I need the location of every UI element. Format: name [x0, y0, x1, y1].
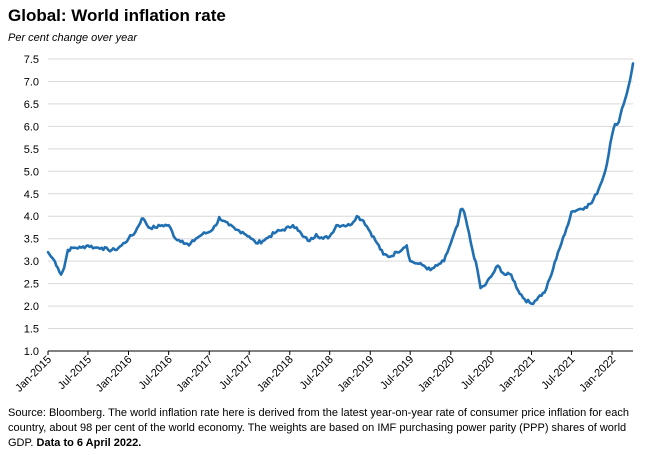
y-tick-label: 6.5 [24, 99, 39, 111]
y-tick-label: 2.0 [24, 301, 39, 313]
x-tick-label: Jul-2019 [378, 354, 416, 392]
y-tick-label: 4.0 [24, 211, 39, 223]
y-tick-label: 3.5 [24, 234, 39, 246]
x-tick-label: Jan-2019 [335, 354, 376, 395]
y-tick-label: 5.0 [24, 166, 39, 178]
x-tick-label: Jul-2021 [539, 354, 577, 392]
source-date: Data to 6 April 2022. [36, 437, 142, 449]
series-line [46, 62, 635, 306]
x-tick-label: Jul-2017 [217, 354, 255, 392]
source-text: Source: Bloomberg. The world inflation r… [8, 407, 629, 449]
source-note: Source: Bloomberg. The world inflation r… [8, 406, 644, 451]
y-tick-label: 2.5 [24, 279, 39, 291]
y-tick-label: 3.0 [24, 256, 39, 268]
line-chart: 1.0 1.5 2.0 2.5 3.0 3.5 4.0 4.5 5.0 5.5 6.0 6.5 7.0 7… [13, 54, 635, 395]
y-tick-label: 7.5 [24, 54, 39, 66]
y-tick-label: 6.0 [24, 121, 39, 133]
chart-title: Global: World inflation rate [8, 6, 226, 25]
y-tick-label: 1.5 [24, 324, 39, 336]
x-tick-label: Jan-2015 [13, 354, 54, 395]
x-tick-label: Jul-2018 [297, 354, 335, 392]
y-tick-label: 5.5 [24, 144, 39, 156]
x-tick-label: Jan-2020 [416, 354, 457, 395]
x-tick-label: Jan-2022 [577, 354, 618, 395]
x-tick-label: Jan-2017 [174, 354, 215, 395]
x-tick-label: Jan-2016 [94, 354, 135, 395]
chart-subtitle: Per cent change over year [8, 32, 138, 44]
x-tick-label: Jul-2016 [136, 354, 174, 392]
x-tick-label: Jul-2015 [56, 354, 94, 392]
x-tick-label: Jan-2018 [255, 354, 296, 395]
y-tick-label: 7.0 [24, 76, 39, 88]
x-tick-label: Jul-2020 [459, 354, 497, 392]
y-tick-label: 4.5 [24, 189, 39, 201]
x-tick-label: Jan-2021 [497, 354, 538, 395]
y-tick-label: 1.0 [24, 346, 39, 358]
